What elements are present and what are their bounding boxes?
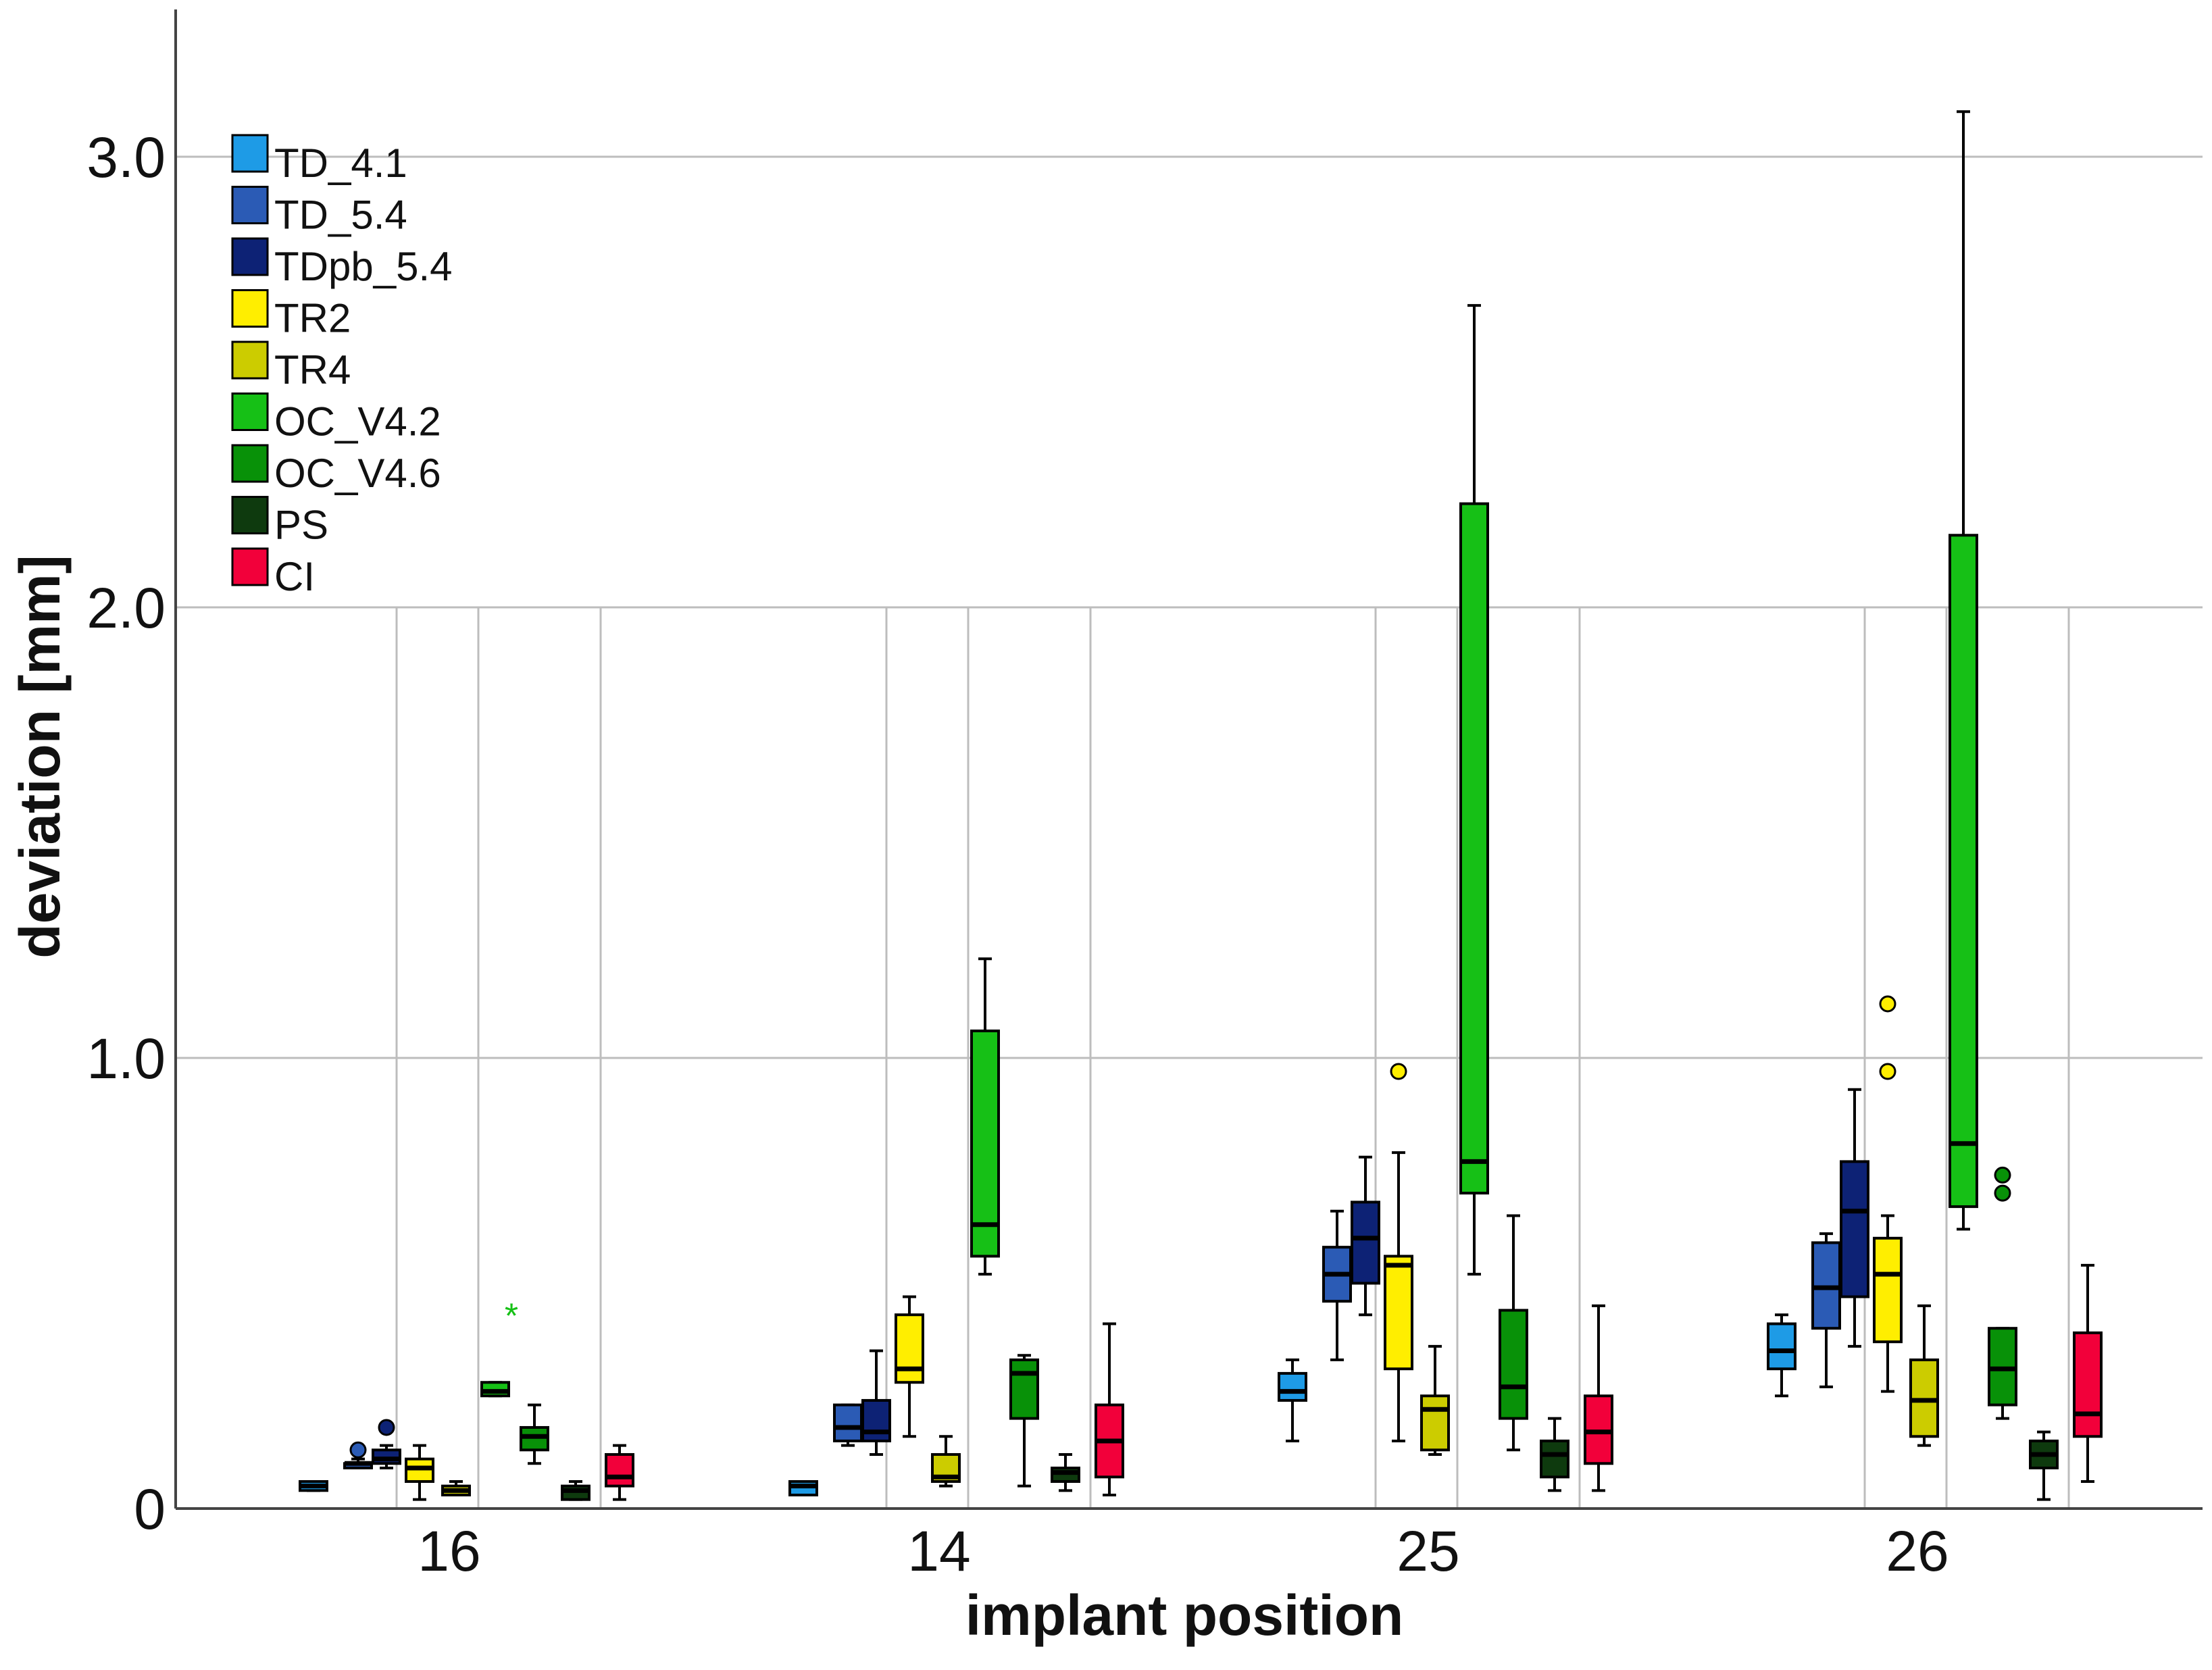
- box-ps: [1540, 1417, 1569, 1492]
- legend-label: PS: [274, 503, 328, 548]
- box-tr2: [405, 1444, 434, 1501]
- box-iqr: [861, 1398, 891, 1442]
- y-tick-label: 1.0: [86, 1027, 166, 1090]
- legend-label: TR2: [274, 296, 351, 341]
- box-iqr: [605, 1452, 634, 1488]
- legend-label: OC_V4.2: [274, 399, 441, 445]
- box-oc-v4-6: [520, 1403, 549, 1465]
- box-ci: [1584, 1304, 1613, 1492]
- outlier-point: [349, 1441, 367, 1459]
- box-tr4: [931, 1435, 961, 1488]
- box-tdpb-5-4: [861, 1349, 891, 1456]
- legend-label: CI: [274, 554, 315, 599]
- box-oc-v4-6: [1988, 1166, 2017, 1420]
- box-iqr: [1278, 1371, 1307, 1402]
- box-tdpb-5-4: [372, 1419, 401, 1469]
- legend: TD_4.1 TD_5.4 TDpb_5.4 TR2 TR4 OC_V4.2 OC_V4.6…: [231, 134, 453, 599]
- box-td-4-1: [299, 1479, 328, 1492]
- box-iqr: [1459, 502, 1489, 1195]
- legend-swatch: [231, 393, 269, 431]
- y-axis-title: deviation [mm]: [8, 555, 72, 958]
- box-tr2: [1384, 1063, 1413, 1442]
- box-tdpb-5-4: [1351, 1155, 1380, 1317]
- legend-label: TD_5.4: [274, 193, 407, 238]
- box-td-4-1: [1767, 1313, 1796, 1398]
- box-td-5-4: [1322, 1209, 1352, 1361]
- box-ps: [2029, 1430, 2059, 1501]
- outlier-point: [378, 1419, 395, 1436]
- box-td-5-4: [833, 1403, 863, 1447]
- box-ci: [1095, 1322, 1124, 1496]
- box-tr4: [1909, 1304, 1939, 1447]
- box-tdpb-5-4: [1840, 1088, 1869, 1348]
- box-iqr: [833, 1403, 863, 1442]
- box-iqr: [1351, 1200, 1380, 1285]
- box-iqr: [1767, 1322, 1796, 1371]
- outlier-point: [1879, 1063, 1896, 1080]
- x-tick-label: 14: [907, 1519, 970, 1583]
- box-oc-v4-2: [1459, 304, 1489, 1276]
- box-oc-v4-2: *: [480, 1297, 518, 1398]
- box-iqr: [1499, 1309, 1528, 1420]
- legend-swatch: [231, 289, 269, 328]
- box-oc-v4-6: [1009, 1354, 1039, 1488]
- box-tr2: [895, 1295, 924, 1438]
- x-axis-title: implant position: [965, 1584, 1404, 1647]
- y-tick-label: 2.0: [86, 576, 166, 640]
- y-tick-label: 0: [134, 1477, 166, 1541]
- x-tick-label: 26: [1886, 1519, 1949, 1583]
- box-oc-v4-2: [1949, 110, 1978, 1231]
- legend-swatch: [231, 340, 269, 380]
- box-iqr: [970, 1029, 1000, 1258]
- legend-swatch: [231, 496, 269, 534]
- box-td-5-4: [343, 1441, 373, 1469]
- outlier-point: [1994, 1166, 2011, 1184]
- legend-swatch: [231, 444, 269, 483]
- box-tr2: [1873, 995, 1903, 1393]
- box-oc-v4-2: [970, 957, 1000, 1276]
- x-tick-label: 16: [418, 1519, 480, 1583]
- box-iqr: [1420, 1394, 1450, 1452]
- box-ps: [561, 1479, 590, 1501]
- box-ci: [2073, 1263, 2103, 1483]
- axes: 0 1.0 2.0 3.0 16 14 25 26: [86, 9, 2203, 1583]
- legend-swatch: [231, 134, 269, 173]
- gridlines: [176, 155, 2203, 1509]
- outlier-point: [1390, 1063, 1407, 1080]
- legend-swatch: [231, 547, 269, 586]
- box-oc-v4-6: [1499, 1214, 1528, 1452]
- legend-label: TDpb_5.4: [274, 244, 453, 289]
- y-tick-label: 3.0: [86, 126, 166, 189]
- legend-swatch: [231, 237, 269, 276]
- box-iqr: [2073, 1331, 2103, 1438]
- legend-label: OC_V4.6: [274, 451, 441, 496]
- outlier-point: [1879, 995, 1896, 1013]
- box-iqr: [1840, 1160, 1869, 1298]
- legend-label: TD_4.1: [274, 141, 407, 186]
- box-iqr: [1384, 1255, 1413, 1371]
- extreme-outlier-marker: *: [505, 1297, 518, 1336]
- box-ci: [605, 1444, 634, 1501]
- box-iqr: [1949, 534, 1978, 1209]
- box-iqr: [1873, 1236, 1903, 1344]
- box-iqr: [895, 1313, 924, 1384]
- x-tick-label: 25: [1397, 1519, 1459, 1583]
- box-td-5-4: [1811, 1232, 1841, 1388]
- outlier-point: [1994, 1184, 2011, 1202]
- box-marks: *: [299, 110, 2103, 1501]
- box-iqr: [1009, 1358, 1039, 1420]
- box-iqr: [1540, 1439, 1569, 1479]
- box-td-4-1: [788, 1479, 818, 1496]
- box-tr4: [1420, 1344, 1450, 1456]
- legend-label: TR4: [274, 347, 351, 393]
- box-td-4-1: [1278, 1358, 1307, 1442]
- box-tr4: [441, 1479, 471, 1496]
- box-ps: [1051, 1452, 1080, 1492]
- legend-swatch: [231, 186, 269, 224]
